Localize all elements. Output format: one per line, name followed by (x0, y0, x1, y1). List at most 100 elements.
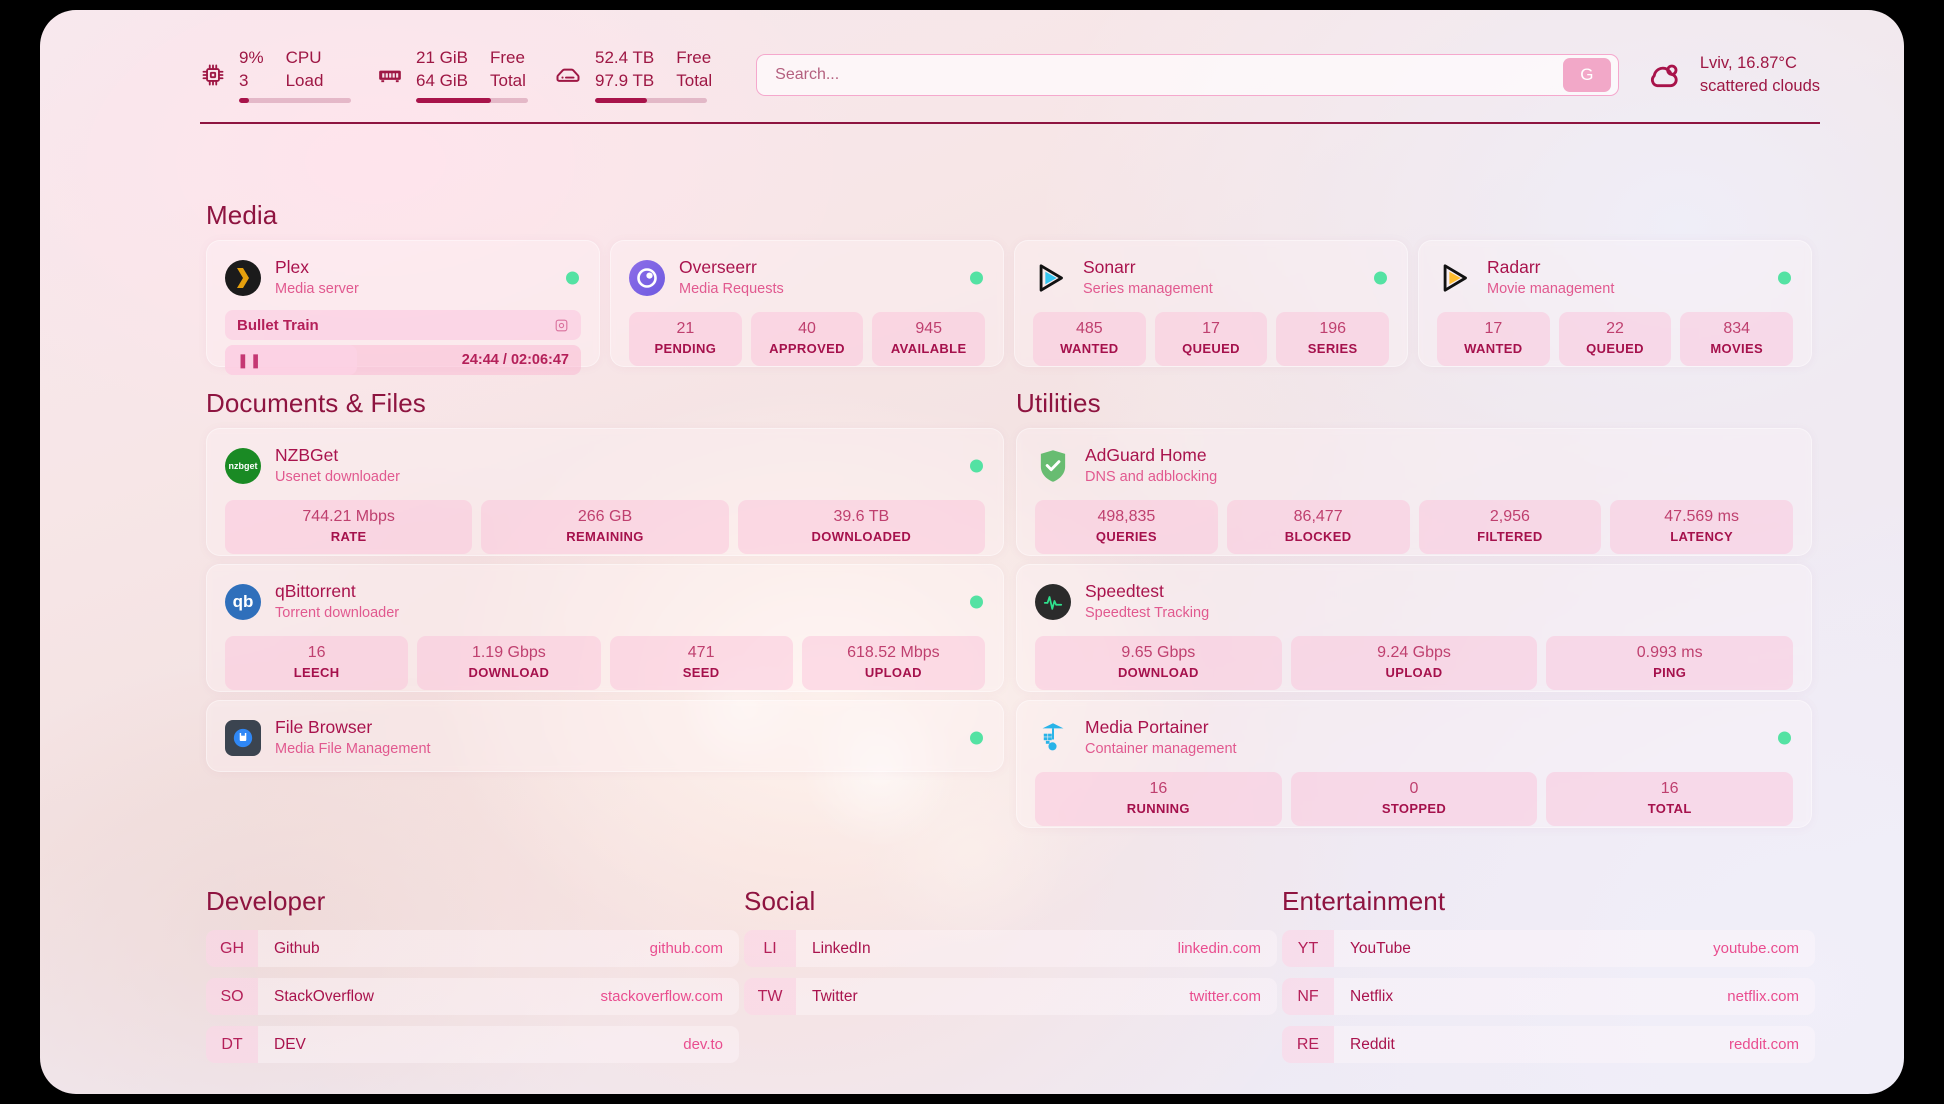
stat-tile[interactable]: 266 GB REMAINING (481, 500, 729, 554)
stat-tile[interactable]: 2,956 FILTERED (1418, 500, 1602, 554)
bookmark-item[interactable]: SO StackOverflow stackoverflow.com (206, 978, 739, 1015)
bookmark-label: Github (274, 939, 320, 957)
tile-value: 2,956 (1489, 508, 1530, 525)
bookmark-label: Reddit (1350, 1035, 1395, 1053)
search-bar[interactable]: G (756, 54, 1619, 96)
tile-label: AVAILABLE (890, 340, 967, 356)
stat-tile[interactable]: 40 APPROVED (750, 312, 864, 366)
stat-tiles: 9.65 Gbps DOWNLOAD 9.24 Gbps UPLOAD 0.99… (1035, 636, 1794, 690)
stat-tile[interactable]: 1.19 Gbps DOWNLOAD (417, 636, 601, 690)
stat-tile[interactable]: 945 AVAILABLE (872, 312, 986, 366)
tile-label: QUEUED (1182, 340, 1240, 356)
status-badge (1778, 271, 1791, 284)
stat-tiles: 21 PENDING 40 APPROVED 945 AVAILABLE (629, 312, 986, 366)
stat-tile[interactable]: 39.6 TB DOWNLOADED (737, 500, 985, 554)
now-playing-progress[interactable]: ❚❚ 24:44 / 02:06:47 (225, 345, 581, 375)
stat-tile[interactable]: 744.21 Mbps RATE (225, 500, 473, 554)
tile-label: FILTERED (1477, 528, 1543, 544)
tile-label: APPROVED (769, 340, 845, 356)
stat-tile[interactable]: 0.993 ms PING (1546, 636, 1794, 690)
tile-value: 834 (1723, 320, 1751, 337)
service-desc: DNS and adblocking (1085, 468, 1218, 485)
now-playing-title-row[interactable]: Bullet Train (225, 310, 581, 340)
stat-tile[interactable]: 16 TOTAL (1546, 772, 1794, 826)
bookmark-abbr: SO (220, 987, 244, 1005)
bookmark-url: github.com (649, 940, 723, 957)
stat-tile[interactable]: 17 WANTED (1437, 312, 1550, 366)
service-card-radarr[interactable]: Radarr Movie management 17 WANTED 22 QUE… (1418, 240, 1812, 367)
bookmark-url: dev.to (683, 1036, 723, 1053)
search-engine-button[interactable]: G (1562, 58, 1611, 92)
bookmark-url: linkedin.com (1177, 940, 1261, 957)
stat-tile[interactable]: 17 QUEUED (1154, 312, 1268, 366)
service-card-media-portainer[interactable]: Media Portainer Container management 16 … (1016, 700, 1812, 828)
stat-tile[interactable]: 16 LEECH (225, 636, 409, 690)
now-playing-time: 24:44 / 02:06:47 (461, 352, 569, 368)
stat-tile[interactable]: 47.569 ms LATENCY (1610, 500, 1793, 554)
bookmark-item[interactable]: TW Twitter twitter.com (744, 978, 1277, 1015)
stat-tile[interactable]: 86,477 BLOCKED (1226, 500, 1410, 554)
status-badge (1778, 731, 1791, 744)
tile-value: 9.65 Gbps (1121, 644, 1196, 661)
now-playing-title: Bullet Train (237, 316, 319, 334)
weather-location-temp: Lviv, 16.87°C (1699, 53, 1797, 72)
stat-tiles: 16 LEECH 1.19 Gbps DOWNLOAD 471 SEED 618… (225, 636, 985, 690)
bookmark-label: Twitter (812, 987, 858, 1005)
bookmark-item[interactable]: YT YouTube youtube.com (1282, 930, 1815, 967)
bookmark-item[interactable]: DT DEV dev.to (206, 1026, 739, 1063)
service-name: Speedtest (1085, 581, 1164, 601)
stat-tile[interactable]: 9.24 Gbps UPLOAD (1290, 636, 1538, 690)
stat-tile[interactable]: 0 STOPPED (1290, 772, 1538, 826)
sonarr-icon (1033, 260, 1069, 296)
tile-value: 498,835 (1097, 508, 1156, 525)
service-desc: Movie management (1487, 280, 1615, 297)
service-card-sonarr[interactable]: Sonarr Series management 485 WANTED 17 Q… (1014, 240, 1408, 367)
tile-label: LEECH (293, 664, 340, 680)
service-card-nzbget[interactable]: nzbget NZBGet Usenet downloader 744.21 M… (206, 428, 1004, 556)
stat-tile[interactable]: 9.65 Gbps DOWNLOAD (1035, 636, 1282, 690)
tile-label: RATE (330, 528, 367, 544)
bookmark-abbr: GH (220, 939, 244, 957)
progress-fill (225, 345, 357, 375)
tile-value: 0.993 ms (1636, 644, 1703, 661)
stat-tile[interactable]: 471 SEED (609, 636, 793, 690)
storage-free-value: 52.4 TB (595, 48, 655, 68)
bookmark-item[interactable]: LI LinkedIn linkedin.com (744, 930, 1277, 967)
bookmark-abbr: YT (1297, 939, 1319, 957)
tile-label: REMAINING (566, 528, 644, 544)
bookmark-label: StackOverflow (274, 987, 374, 1005)
bookmark-item[interactable]: NF Netflix netflix.com (1282, 978, 1815, 1015)
service-card-speedtest[interactable]: Speedtest Speedtest Tracking 9.65 Gbps D… (1016, 564, 1812, 692)
bookmark-item[interactable]: GH Github github.com (206, 930, 739, 967)
tile-value: 471 (687, 644, 715, 661)
service-card-overseerr[interactable]: Overseerr Media Requests 21 PENDING 40 A… (610, 240, 1004, 367)
cpu-label-top: CPU (285, 48, 322, 68)
stat-tile[interactable]: 618.52 Mbps UPLOAD (801, 636, 985, 690)
weather-widget[interactable]: Lviv, 16.87°C scattered clouds (1645, 53, 1820, 98)
tile-label: DOWNLOAD (1117, 664, 1199, 680)
bookmark-label: YouTube (1350, 939, 1411, 957)
tile-label: TOTAL (1647, 800, 1692, 816)
stat-tile[interactable]: 498,835 QUERIES (1035, 500, 1218, 554)
stat-tile[interactable]: 16 RUNNING (1035, 772, 1282, 826)
service-desc: Torrent downloader (275, 604, 400, 621)
bookmark-item[interactable]: RE Reddit reddit.com (1282, 1026, 1815, 1063)
stat-tile[interactable]: 834 MOVIES (1680, 312, 1794, 366)
status-badge (1374, 271, 1387, 284)
cast-icon[interactable] (554, 318, 569, 333)
service-card-file-browser[interactable]: File Browser Media File Management (206, 700, 1004, 772)
stat-tile[interactable]: 485 WANTED (1033, 312, 1146, 366)
search-input[interactable] (757, 55, 1563, 95)
stat-tile[interactable]: 21 PENDING (629, 312, 742, 366)
storage-label-bottom: Total (676, 71, 713, 90)
stat-tile[interactable]: 196 SERIES (1276, 312, 1390, 366)
stat-tiles: 16 RUNNING 0 STOPPED 16 TOTAL (1035, 772, 1794, 826)
tile-label: DOWNLOAD (468, 664, 550, 680)
service-card-qbittorrent[interactable]: qb qBittorrent Torrent downloader 16 LEE… (206, 564, 1004, 692)
bookmark-group-title-developer: Developer (206, 886, 326, 916)
service-card-adguard-home[interactable]: AdGuard Home DNS and adblocking 498,835 … (1016, 428, 1812, 556)
tile-value: 22 (1606, 320, 1624, 337)
pause-icon[interactable]: ❚❚ (237, 351, 263, 368)
stat-tile[interactable]: 22 QUEUED (1558, 312, 1672, 366)
service-card-plex[interactable]: Plex Media server Bullet Train ❚❚ 24:44 … (206, 240, 600, 375)
